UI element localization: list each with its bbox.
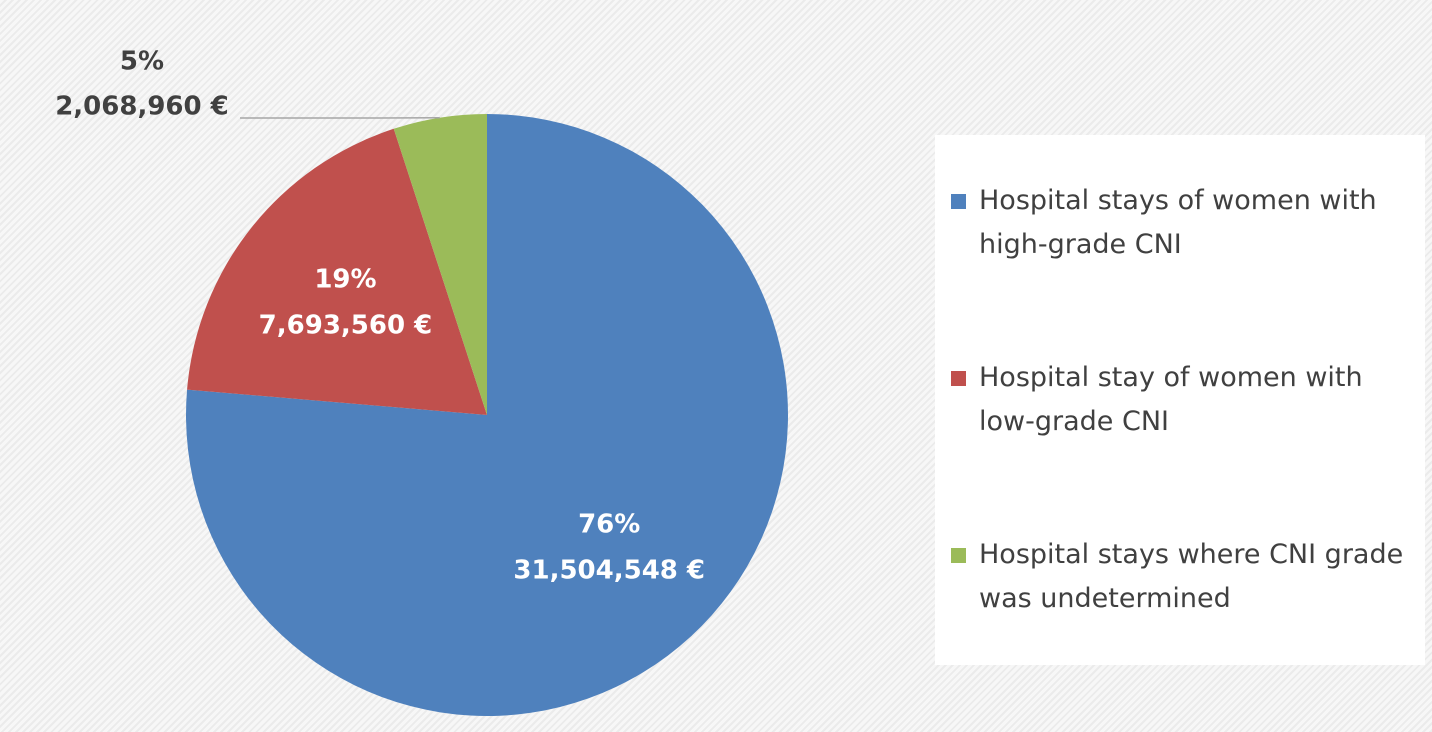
- percent-label: 76%: [578, 509, 640, 539]
- legend-entry: Hospital stays of women with high-grade …: [935, 179, 1409, 267]
- pie-slice: [187, 128, 488, 415]
- legend-swatch: [951, 547, 966, 563]
- legend-label: Hospital stay of women with low-grade CN…: [979, 361, 1363, 437]
- legend-swatch: [951, 194, 966, 210]
- legend-label: Hospital stays of women with high-grade …: [979, 185, 1377, 261]
- legend-swatch: [951, 370, 966, 386]
- legend-label: Hospital stays where CNI grade was undet…: [979, 538, 1404, 614]
- value-label: 7,693,560 €: [259, 310, 433, 340]
- legend-entry: Hospital stay of women with low-grade CN…: [935, 356, 1409, 444]
- percent-label: 5%: [120, 47, 164, 77]
- value-label: 31,504,548 €: [513, 555, 705, 585]
- value-label: 2,068,960 €: [55, 92, 229, 122]
- pie-slice: [393, 114, 487, 415]
- legend-entry: Hospital stays where CNI grade was undet…: [935, 533, 1409, 621]
- legend: Hospital stays of women with high-grade …: [935, 135, 1425, 665]
- percent-label: 19%: [314, 264, 376, 294]
